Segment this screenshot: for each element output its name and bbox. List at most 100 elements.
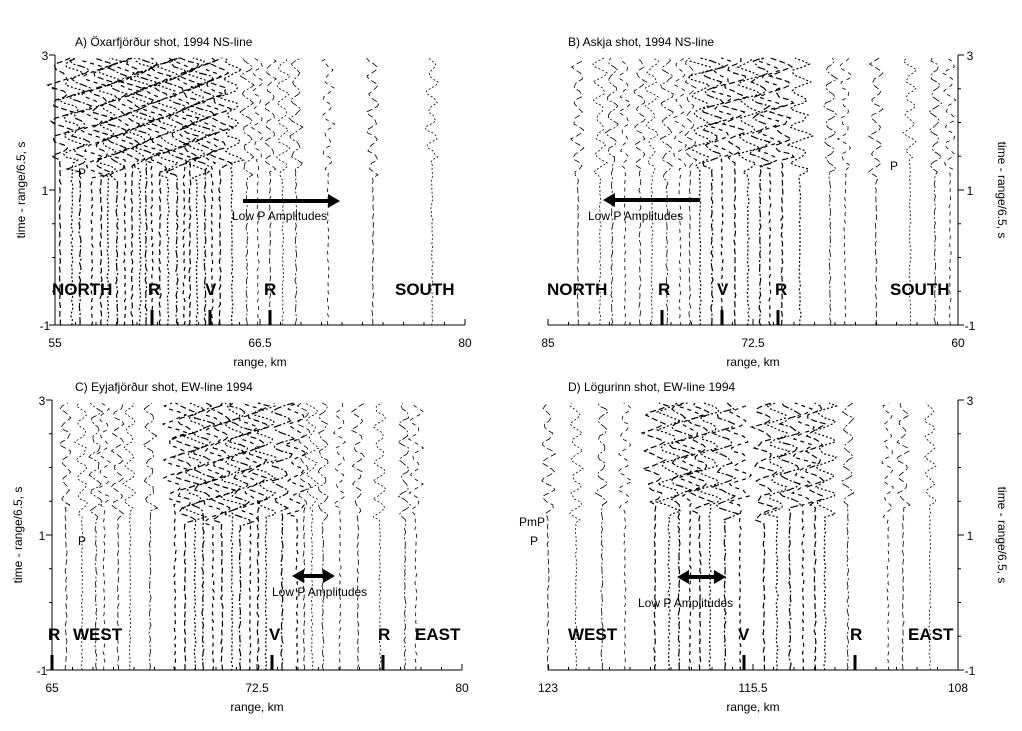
y-axis-label: time - range/6.5, s xyxy=(995,142,1009,239)
region-label: R xyxy=(775,280,787,299)
seismic-trace xyxy=(162,57,191,326)
x-tick-label: 60 xyxy=(951,336,965,350)
seismic-trace xyxy=(282,402,309,671)
seismic-trace xyxy=(227,402,252,671)
seismic-trace xyxy=(683,57,698,326)
seismic-trace xyxy=(58,402,72,671)
annotation-label: Low P Amplitudes xyxy=(232,209,327,223)
seismic-trace xyxy=(103,57,130,326)
region-label: R xyxy=(264,280,276,299)
x-axis-label: range, km xyxy=(233,355,286,369)
y-axis-label: time - range/6.5, s xyxy=(11,487,25,584)
seismic-trace xyxy=(569,57,585,326)
seismic-trace xyxy=(881,402,894,671)
x-axis-label: range, km xyxy=(726,355,779,369)
seismic-trace xyxy=(275,57,291,326)
y-tick-label: 1 xyxy=(39,529,46,543)
seismic-trace xyxy=(617,402,634,671)
station-marker xyxy=(268,310,272,325)
seismic-trace xyxy=(122,402,136,671)
region-label: NORTH xyxy=(547,280,607,299)
y-tick-label: 1 xyxy=(42,184,49,198)
phase-label: P xyxy=(78,166,86,180)
y-axis-label: time - range/6.5, s xyxy=(14,142,28,239)
seismic-trace xyxy=(203,402,225,671)
seismic-trace xyxy=(365,57,380,326)
x-tick-label: 72.5 xyxy=(741,336,765,350)
region-label: R xyxy=(378,625,390,644)
region-label: V xyxy=(205,280,217,299)
seismic-trace xyxy=(592,57,609,326)
seismic-trace xyxy=(172,57,198,326)
seismic-trace xyxy=(220,402,247,671)
panel-d: D) Lögurinn shot, EW-line 1994 3 1 -1 123 115… xyxy=(519,380,1009,714)
panel-c: C) Eyjafjörður shot, EW-line 1994 3 1 -1 65 7… xyxy=(11,380,469,714)
seismic-trace xyxy=(736,57,762,326)
region-label: R xyxy=(850,625,862,644)
seismic-trace xyxy=(161,402,190,671)
panel-title: D) Lögurinn shot, EW-line 1994 xyxy=(568,380,736,394)
seismic-trace xyxy=(96,402,112,671)
annotation-label: Low P Amplitudes xyxy=(272,585,367,599)
region-label: R xyxy=(658,280,670,299)
seismic-trace xyxy=(841,402,855,671)
seismic-trace xyxy=(767,57,795,326)
seismic-trace xyxy=(209,402,236,671)
seismic-trace xyxy=(749,57,775,326)
y-tick-label: 3 xyxy=(42,49,49,63)
seismic-trace xyxy=(190,402,218,671)
seismic-trace xyxy=(424,57,439,326)
region-label: V xyxy=(269,625,281,644)
seismic-trace xyxy=(73,402,88,671)
station-marker xyxy=(742,655,746,670)
phase-label: P xyxy=(78,534,86,548)
seismic-trace xyxy=(721,57,749,326)
seismic-trace xyxy=(836,57,853,326)
seismic-trace xyxy=(189,57,217,326)
seismic-trace xyxy=(118,57,143,326)
panel-title: A) Öxarfjörður shot, 1994 NS-line xyxy=(75,35,253,49)
y-tick-label: 3 xyxy=(39,394,46,408)
seismic-trace xyxy=(790,402,817,671)
seismic-trace xyxy=(263,57,278,326)
region-label: EAST xyxy=(908,625,954,644)
seismic-trace xyxy=(895,403,911,671)
seismic-trace xyxy=(349,402,366,671)
seismic-trace xyxy=(659,57,674,326)
seismic-trace xyxy=(594,402,609,671)
seismic-trace xyxy=(776,402,803,671)
seismic-trace xyxy=(170,402,200,671)
arrow-head xyxy=(603,193,615,207)
arrow-head xyxy=(292,569,304,583)
seismic-trace xyxy=(296,402,312,671)
x-tick-label: 80 xyxy=(455,681,469,695)
seismic-trace xyxy=(88,402,104,671)
y-tick-label: 1 xyxy=(967,529,974,543)
annotation-label: Low P Amplitudes xyxy=(588,209,683,223)
arrow-head xyxy=(677,570,689,584)
y-tick-label: 3 xyxy=(967,394,974,408)
station-marker xyxy=(150,310,154,325)
seismic-trace xyxy=(317,402,329,671)
seismic-trace xyxy=(64,57,93,326)
x-tick-label: 55 xyxy=(48,336,62,350)
seismic-trace xyxy=(784,57,815,326)
seismic-trace xyxy=(407,402,425,671)
seismic-trace xyxy=(710,402,741,671)
y-tick-label: -1 xyxy=(965,664,976,678)
seismic-trace xyxy=(685,402,715,671)
seismic-trace xyxy=(397,402,411,671)
seismic-trace xyxy=(127,57,153,326)
region-label: R xyxy=(48,625,60,644)
seismic-trace xyxy=(923,402,937,671)
seismic-trace xyxy=(617,57,632,326)
station-marker xyxy=(50,655,54,670)
station-marker xyxy=(381,655,385,670)
seismic-trace xyxy=(89,57,115,326)
x-tick-label: 85 xyxy=(541,336,555,350)
x-tick-label: 72.5 xyxy=(245,681,269,695)
seismic-trace xyxy=(134,57,158,326)
y-tick-label: -1 xyxy=(40,319,51,333)
x-tick-label: 65 xyxy=(45,681,59,695)
y-tick-label: 1 xyxy=(967,184,974,198)
